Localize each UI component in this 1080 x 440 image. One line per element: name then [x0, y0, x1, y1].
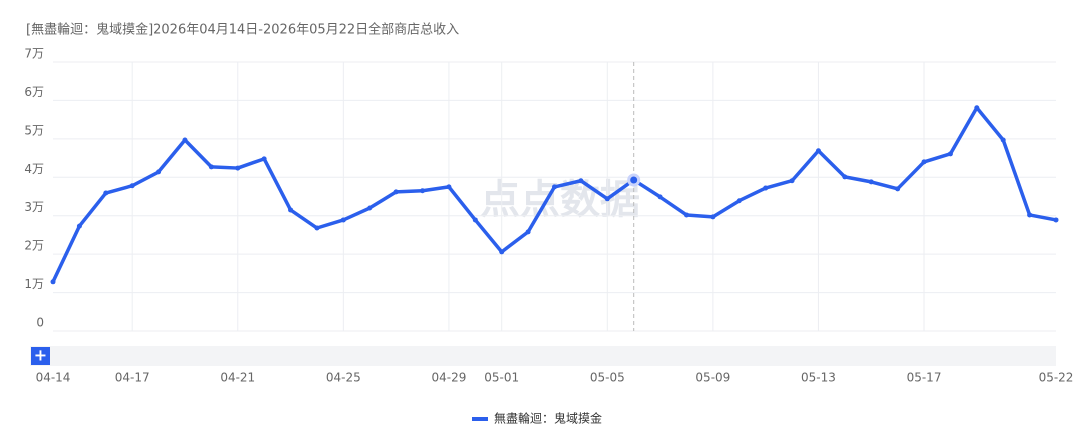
point	[789, 178, 795, 184]
x-tick-label: 05-13	[801, 371, 836, 385]
point	[895, 186, 901, 192]
y-tick-label: 3万	[24, 200, 44, 214]
point	[76, 223, 82, 229]
point	[525, 229, 531, 235]
point	[868, 179, 874, 185]
x-tick-label: 05-05	[590, 371, 625, 385]
point	[261, 156, 267, 162]
point	[235, 165, 241, 171]
point	[393, 189, 399, 195]
point	[129, 183, 135, 189]
x-tick-label: 05-17	[907, 371, 942, 385]
point	[604, 196, 610, 202]
y-tick-label: 0	[36, 316, 44, 330]
point	[288, 207, 294, 213]
x-tick-label: 05-22	[1039, 371, 1074, 385]
point	[736, 198, 742, 204]
point	[947, 151, 953, 157]
y-tick-label: 7万	[24, 47, 44, 61]
x-tick-label: 04-29	[431, 371, 466, 385]
point	[446, 184, 452, 190]
zoom-button[interactable]	[31, 347, 50, 365]
legend-label: 無盡輪迴：鬼域摸金	[494, 411, 602, 426]
point	[842, 174, 848, 180]
point	[552, 184, 557, 190]
point	[472, 217, 478, 223]
y-tick-label: 1万	[24, 277, 44, 291]
point	[103, 190, 109, 196]
chart-title: [無盡輪迴：鬼域摸金]2026年04月14日-2026年05月22日全部商店总收…	[26, 22, 459, 38]
point	[921, 159, 927, 165]
point	[1027, 212, 1033, 218]
point	[50, 279, 56, 285]
y-tick-label: 4万	[24, 162, 44, 176]
point	[367, 205, 373, 211]
point	[974, 105, 980, 111]
point	[627, 173, 641, 187]
point	[657, 194, 663, 200]
zoom-slider[interactable]	[30, 346, 1056, 366]
y-tick-label: 6万	[24, 85, 44, 99]
x-tick-label: 04-17	[115, 371, 150, 385]
y-tick-label: 2万	[24, 239, 44, 253]
x-tick-label: 05-09	[695, 371, 730, 385]
x-tick-label: 05-01	[484, 371, 519, 385]
point	[815, 148, 821, 154]
point	[340, 217, 346, 223]
point	[314, 225, 320, 231]
point	[710, 214, 716, 220]
point	[578, 178, 584, 184]
point	[182, 137, 188, 143]
point	[208, 164, 214, 170]
point	[420, 188, 426, 194]
x-tick-label: 04-14	[36, 371, 71, 385]
zoom-button-label[interactable]: +	[34, 346, 47, 365]
x-tick-label: 04-21	[220, 371, 255, 385]
point	[763, 185, 769, 191]
y-tick-label: 5万	[24, 123, 44, 137]
point	[683, 212, 689, 218]
x-tick-label: 04-25	[326, 371, 361, 385]
point	[1000, 137, 1006, 143]
point	[1053, 217, 1059, 223]
point	[499, 249, 505, 255]
point	[156, 169, 162, 175]
